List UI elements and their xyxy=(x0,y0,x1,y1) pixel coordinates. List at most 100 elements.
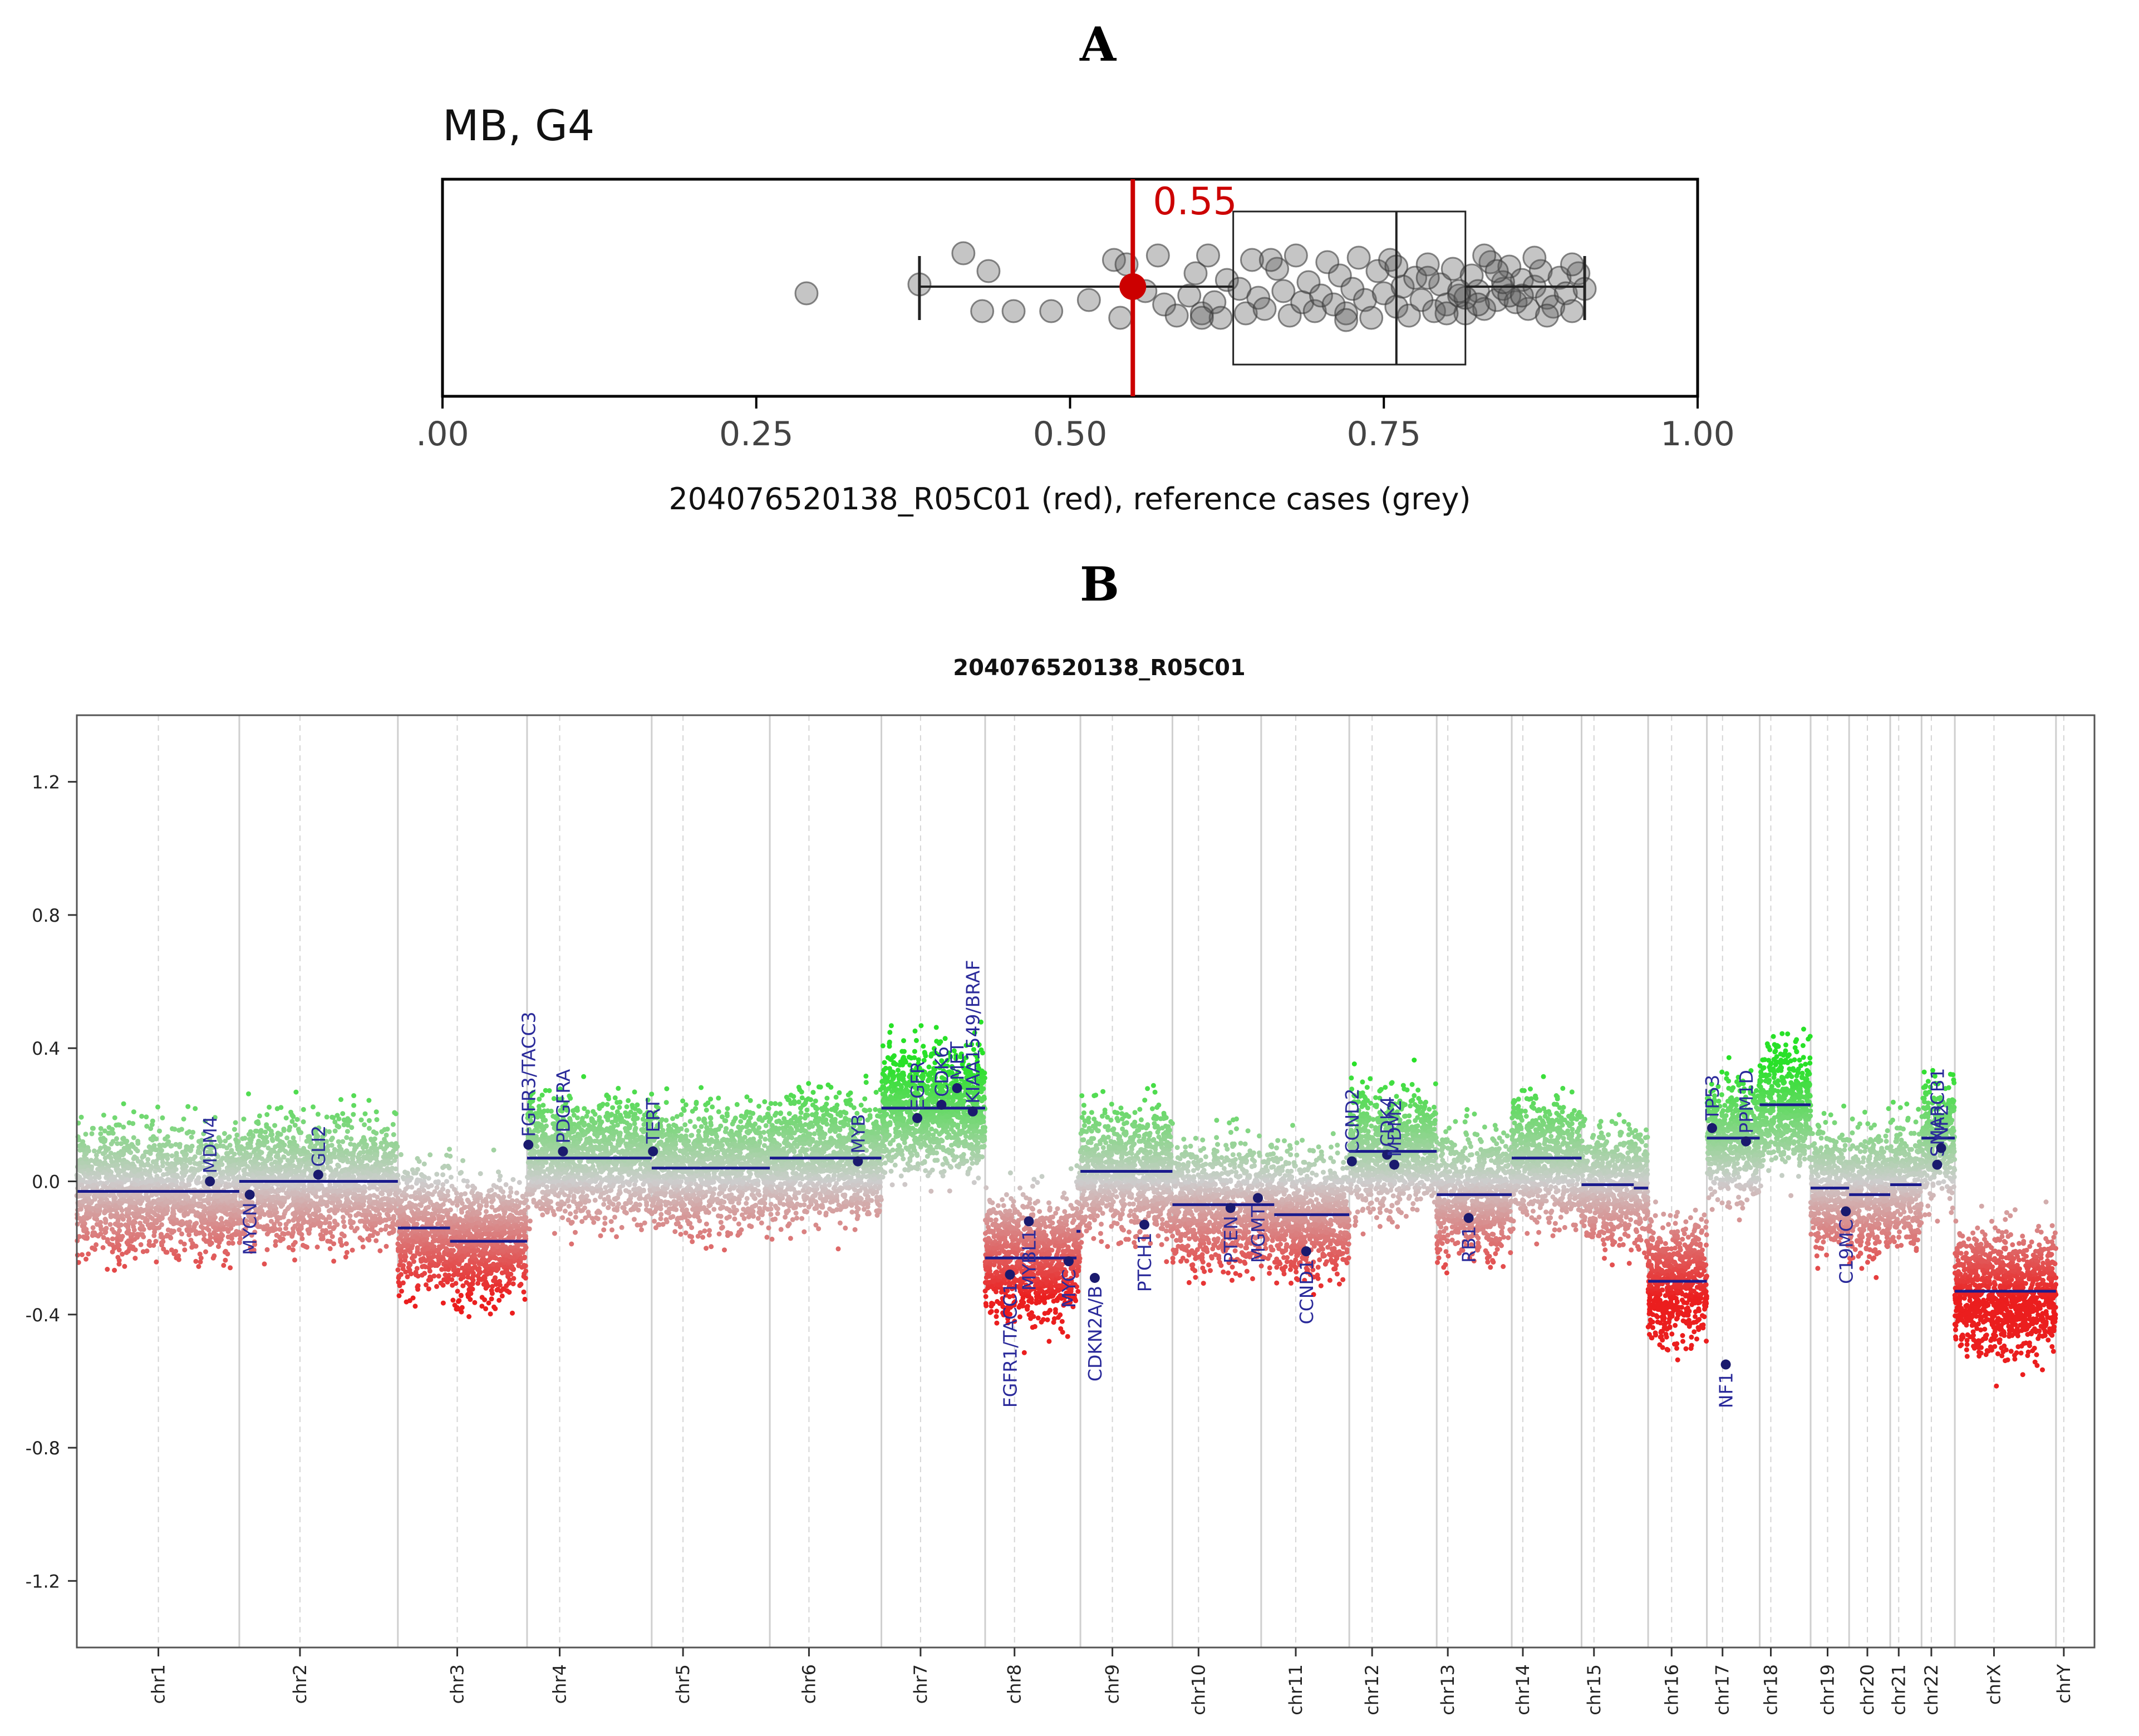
probe-point xyxy=(121,1149,126,1155)
probe-point xyxy=(109,1158,114,1164)
reference-point xyxy=(1302,299,1327,323)
probe-point xyxy=(205,1211,211,1216)
probe-point xyxy=(523,1215,529,1220)
probe-point xyxy=(280,1202,286,1208)
probe-point xyxy=(86,1251,91,1257)
probe-point xyxy=(436,1230,441,1236)
probe-point xyxy=(296,1164,302,1169)
probe-point xyxy=(338,1193,344,1199)
probe-point xyxy=(393,1111,399,1117)
probe-point xyxy=(395,1267,401,1273)
probe-point xyxy=(153,1177,159,1182)
probe-point xyxy=(185,1228,190,1233)
probe-point xyxy=(112,1115,117,1120)
probe-point xyxy=(179,1127,184,1132)
probe-point xyxy=(342,1173,347,1178)
probe-point xyxy=(224,1168,230,1174)
probe-point xyxy=(267,1212,273,1217)
probe-point xyxy=(104,1197,110,1202)
probe-point xyxy=(105,1267,110,1272)
probe-point xyxy=(109,1177,114,1182)
probe-point xyxy=(275,1182,281,1187)
probe-point xyxy=(318,1232,323,1238)
probe-point xyxy=(336,1163,342,1169)
probe-point xyxy=(292,1192,297,1197)
probe-point xyxy=(154,1259,159,1265)
probe-point xyxy=(131,1224,136,1230)
probe-point xyxy=(483,1262,489,1268)
probe-point xyxy=(130,1211,136,1217)
reference-point xyxy=(1359,306,1384,330)
probe-point xyxy=(184,1130,190,1136)
probe-point xyxy=(367,1233,373,1238)
probe-point xyxy=(498,1188,504,1193)
probe-point xyxy=(263,1184,268,1189)
probe-point xyxy=(233,1137,239,1143)
probe-point xyxy=(97,1199,102,1204)
probe-point xyxy=(342,1224,347,1230)
probe-point xyxy=(135,1158,141,1164)
probe-point xyxy=(160,1115,165,1120)
probe-point xyxy=(452,1302,458,1308)
probe-point xyxy=(378,1227,384,1233)
probe-point xyxy=(382,1217,387,1223)
probe-point xyxy=(485,1283,490,1289)
reference-point xyxy=(1497,283,1522,308)
reference-point xyxy=(1246,286,1271,310)
probe-point xyxy=(196,1264,201,1269)
probe-point xyxy=(494,1287,500,1293)
probe-point xyxy=(225,1229,231,1235)
probe-point xyxy=(129,1238,134,1244)
probe-point xyxy=(345,1157,350,1162)
probe-point xyxy=(168,1164,173,1170)
probe-point xyxy=(455,1198,461,1204)
probe-point xyxy=(117,1192,123,1198)
probe-point xyxy=(460,1158,466,1163)
probe-point xyxy=(507,1258,512,1264)
probe-point xyxy=(330,1172,336,1178)
probe-point xyxy=(500,1257,506,1262)
probe-point xyxy=(522,1255,527,1261)
probe-point xyxy=(445,1188,451,1194)
probe-point xyxy=(378,1190,384,1196)
reference-point xyxy=(1535,303,1559,328)
probe-point xyxy=(440,1300,446,1306)
probe-point xyxy=(455,1289,460,1294)
probe-point xyxy=(81,1234,86,1240)
panel-a-chart: MB, G4 .00 0.25 0.50 0.75 1.00 204076520138_… xyxy=(416,101,1735,517)
probe-point xyxy=(475,1197,480,1203)
probe-point xyxy=(327,1221,332,1226)
panel-b-chart: 204076520138_R05C01 MDM4MYCNGLI2FGFR3/TA… xyxy=(26,655,2096,1715)
probe-point xyxy=(191,1196,196,1201)
probe-point xyxy=(169,1153,175,1159)
probe-point xyxy=(318,1199,323,1204)
probe-point xyxy=(96,1172,102,1178)
probe-point xyxy=(277,1157,283,1162)
reference-point xyxy=(1415,265,1440,290)
probe-point xyxy=(281,1128,287,1133)
probe-point xyxy=(372,1136,377,1142)
probe-point xyxy=(307,1227,312,1232)
probe-point xyxy=(420,1247,426,1252)
probe-point xyxy=(199,1192,204,1198)
probe-point xyxy=(171,1221,176,1227)
probe-point xyxy=(375,1208,381,1213)
probe-point xyxy=(91,1148,97,1154)
probe-point xyxy=(142,1195,147,1201)
probe-point xyxy=(238,1150,243,1156)
probe-point xyxy=(389,1142,394,1148)
probe-point xyxy=(456,1245,462,1250)
probe-point xyxy=(378,1163,383,1168)
probe-point xyxy=(312,1217,317,1223)
reference-point xyxy=(1440,257,1465,281)
probe-point xyxy=(350,1174,355,1179)
probe-point xyxy=(299,1236,305,1241)
probe-point xyxy=(263,1129,268,1135)
probe-point xyxy=(397,1214,403,1219)
probe-point xyxy=(330,1114,335,1120)
probe-point xyxy=(324,1114,330,1120)
probe-point xyxy=(408,1206,414,1211)
probe-point xyxy=(476,1277,481,1282)
probe-point xyxy=(169,1182,175,1188)
probe-point xyxy=(242,1135,248,1141)
